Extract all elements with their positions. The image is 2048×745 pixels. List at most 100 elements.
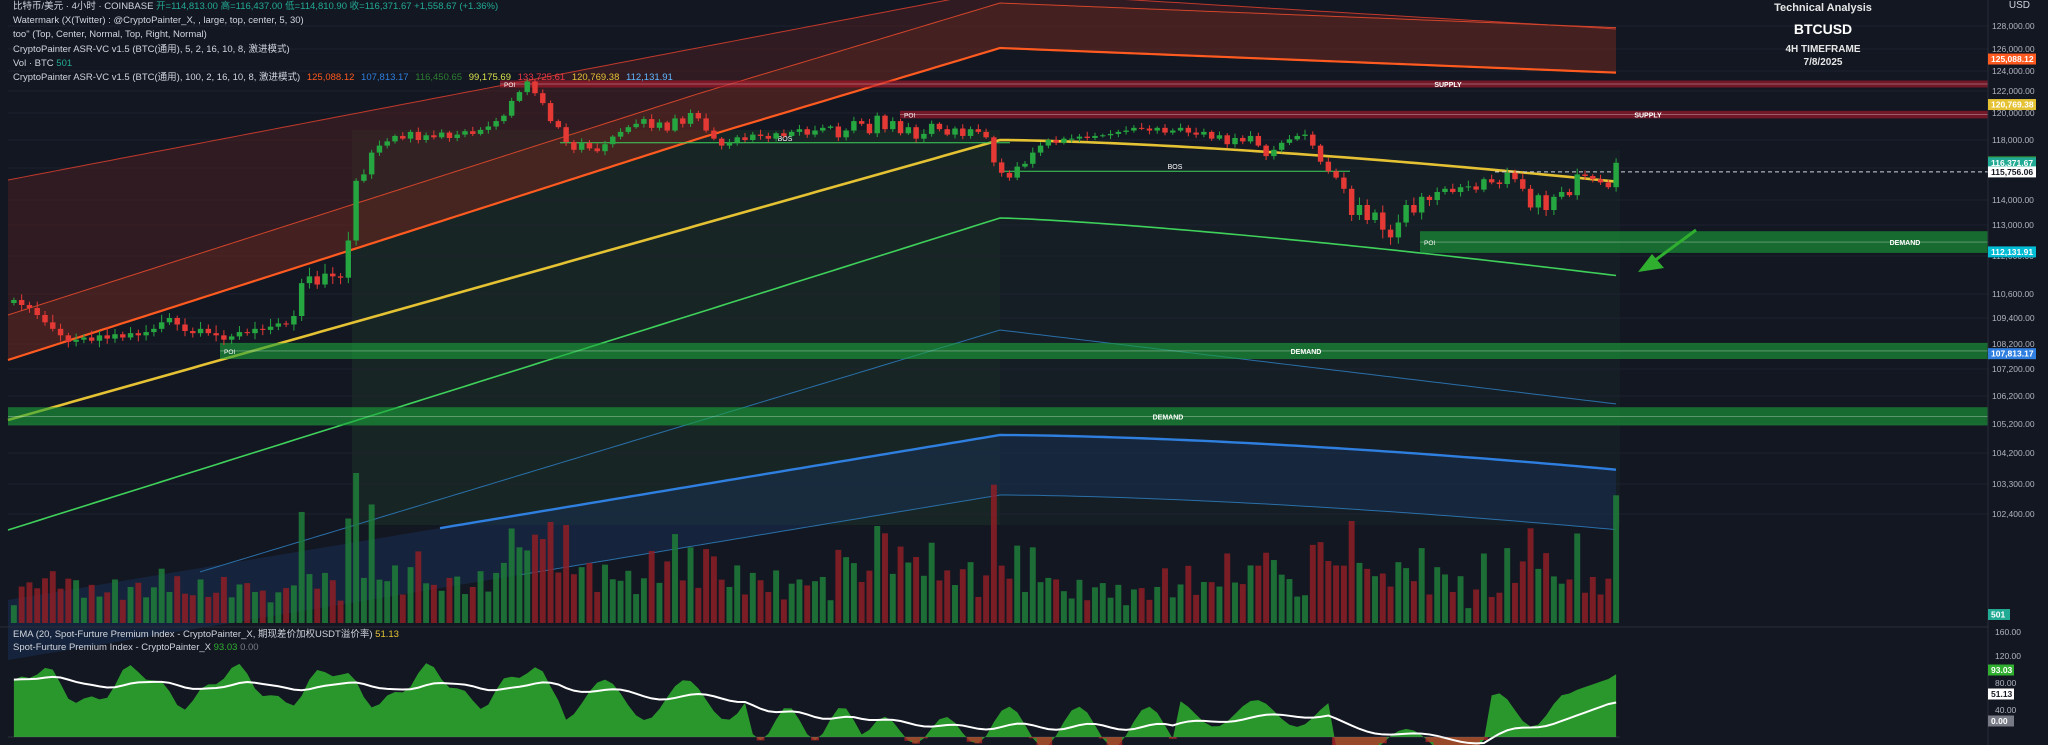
volume-bar bbox=[1247, 565, 1254, 623]
volume-bar bbox=[1185, 565, 1192, 623]
volume-bar bbox=[524, 550, 531, 623]
candle-body bbox=[151, 328, 157, 333]
candle-body bbox=[182, 324, 188, 331]
volume-bar bbox=[555, 572, 562, 623]
candle-body bbox=[400, 135, 406, 139]
volume-bar bbox=[625, 570, 632, 623]
candle-body bbox=[851, 121, 857, 131]
poi-label: POI bbox=[504, 82, 515, 89]
main-series-legend: 比特币/美元 · 4小时 · COINBASE 开=114,813.00 高=1… bbox=[13, 0, 673, 14]
volume-bar bbox=[399, 594, 406, 623]
candle-body bbox=[897, 121, 904, 134]
candle-body bbox=[158, 322, 165, 329]
asr-indicator-legend-2[interactable]: CryptoPainter ASR-VC v1.5 (BTC(通用), 100,… bbox=[13, 71, 673, 85]
volume-bar bbox=[493, 572, 500, 623]
candle-body bbox=[353, 180, 359, 241]
volume-tag-label: 501 bbox=[1991, 610, 2005, 620]
candle-body bbox=[205, 328, 212, 334]
volume-bar bbox=[1216, 586, 1223, 623]
candle-body bbox=[228, 336, 235, 340]
sub-tag-label: 0.00 bbox=[1991, 716, 2008, 726]
candle-body bbox=[1317, 145, 1324, 162]
candle-body bbox=[135, 333, 142, 336]
candle-body bbox=[975, 129, 982, 132]
volume-bar bbox=[1340, 565, 1347, 623]
volume-bar bbox=[998, 565, 1005, 623]
candle-body bbox=[1294, 135, 1300, 140]
candle-body bbox=[1457, 187, 1464, 192]
watermark-indicator-legend[interactable]: Watermark (X(Twitter) : @CryptoPainter_X… bbox=[13, 15, 304, 27]
currency-label[interactable]: USD bbox=[2008, 0, 2030, 11]
candle-body bbox=[1014, 166, 1020, 178]
candle-body bbox=[1450, 188, 1456, 192]
candle-body bbox=[1061, 138, 1067, 143]
volume-bar bbox=[1006, 578, 1013, 623]
price-tag bbox=[1988, 348, 2036, 360]
asr-indicator-legend-1[interactable]: CryptoPainter ASR-VC v1.5 (BTC(通用), 5, 2… bbox=[13, 43, 290, 55]
price-tag bbox=[1988, 166, 2036, 178]
candle-body bbox=[998, 162, 1005, 173]
candle-body bbox=[928, 123, 935, 134]
volume-bar bbox=[1309, 544, 1316, 623]
candle-body bbox=[1232, 137, 1238, 145]
candle-body bbox=[330, 273, 336, 277]
candle-body bbox=[1512, 172, 1518, 180]
volume-bar bbox=[835, 549, 842, 623]
volume-bar bbox=[508, 528, 515, 623]
candle-body bbox=[750, 134, 756, 140]
candle-body bbox=[571, 142, 577, 150]
candle-body bbox=[1068, 138, 1075, 140]
upper-band-line bbox=[7, 0, 1617, 181]
bos-label: BOS bbox=[1168, 164, 1183, 171]
volume-bar bbox=[967, 562, 974, 623]
candle-body bbox=[96, 335, 103, 341]
volume-bar bbox=[322, 572, 328, 623]
candle-body bbox=[882, 115, 888, 130]
price-tick-label: 107,200.00 bbox=[1992, 364, 2035, 374]
price-tick-label: 106,200.00 bbox=[1992, 391, 2035, 401]
volume-bar bbox=[1084, 600, 1091, 623]
volume-bar bbox=[695, 587, 702, 623]
volume-bar bbox=[897, 546, 904, 623]
volume-bar bbox=[430, 584, 437, 623]
candle-body bbox=[547, 103, 554, 122]
volume-bar bbox=[65, 578, 72, 623]
price-tick-label: 126,000.00 bbox=[1992, 44, 2035, 54]
volume-bar bbox=[1193, 594, 1200, 623]
candle-body bbox=[485, 126, 492, 130]
volume-bar bbox=[423, 583, 430, 623]
volume-bar bbox=[1029, 547, 1036, 623]
premium-index-value: 93.03 bbox=[213, 642, 238, 653]
ema-legend[interactable]: EMA (20, Spot-Furture Premium Index - Cr… bbox=[13, 628, 399, 641]
volume-bar bbox=[1379, 573, 1386, 623]
asr2-value: 116,450.65 bbox=[415, 72, 463, 84]
volume-bar bbox=[679, 580, 686, 623]
candle-body bbox=[563, 127, 569, 143]
candle-body bbox=[275, 323, 282, 327]
volume-bar bbox=[119, 599, 126, 623]
candle-body bbox=[1535, 195, 1542, 208]
candle-body bbox=[1310, 134, 1316, 146]
too-indicator-legend[interactable]: too" (Top, Center, Normal, Top, Right, N… bbox=[13, 29, 207, 41]
candle-body bbox=[291, 316, 297, 325]
volume-bar bbox=[843, 557, 850, 623]
volume-bar bbox=[127, 586, 134, 623]
candle-body bbox=[1403, 205, 1409, 223]
orange-ma-line bbox=[7, 46, 1617, 362]
premium-index-legend-line[interactable]: Spot-Furture Premium Index - CryptoPaint… bbox=[13, 641, 399, 654]
candle-body bbox=[742, 137, 748, 140]
change-value: +1,558.67 (+1.36%) bbox=[414, 1, 499, 12]
volume-bar bbox=[1014, 545, 1021, 623]
candle-body bbox=[1395, 222, 1402, 238]
volume-bar bbox=[314, 588, 321, 623]
arrow-annotation bbox=[1649, 228, 1697, 266]
candle-body bbox=[1201, 131, 1207, 135]
candle-body bbox=[1380, 212, 1386, 230]
premium-index-value: 0.00 bbox=[240, 642, 259, 653]
volume-bar bbox=[1162, 568, 1168, 623]
volume-bar bbox=[1403, 568, 1410, 623]
orange-upper-line bbox=[7, 2, 1617, 316]
volume-legend[interactable]: Vol · BTC 501 bbox=[13, 57, 673, 71]
candle-body bbox=[1030, 152, 1036, 164]
